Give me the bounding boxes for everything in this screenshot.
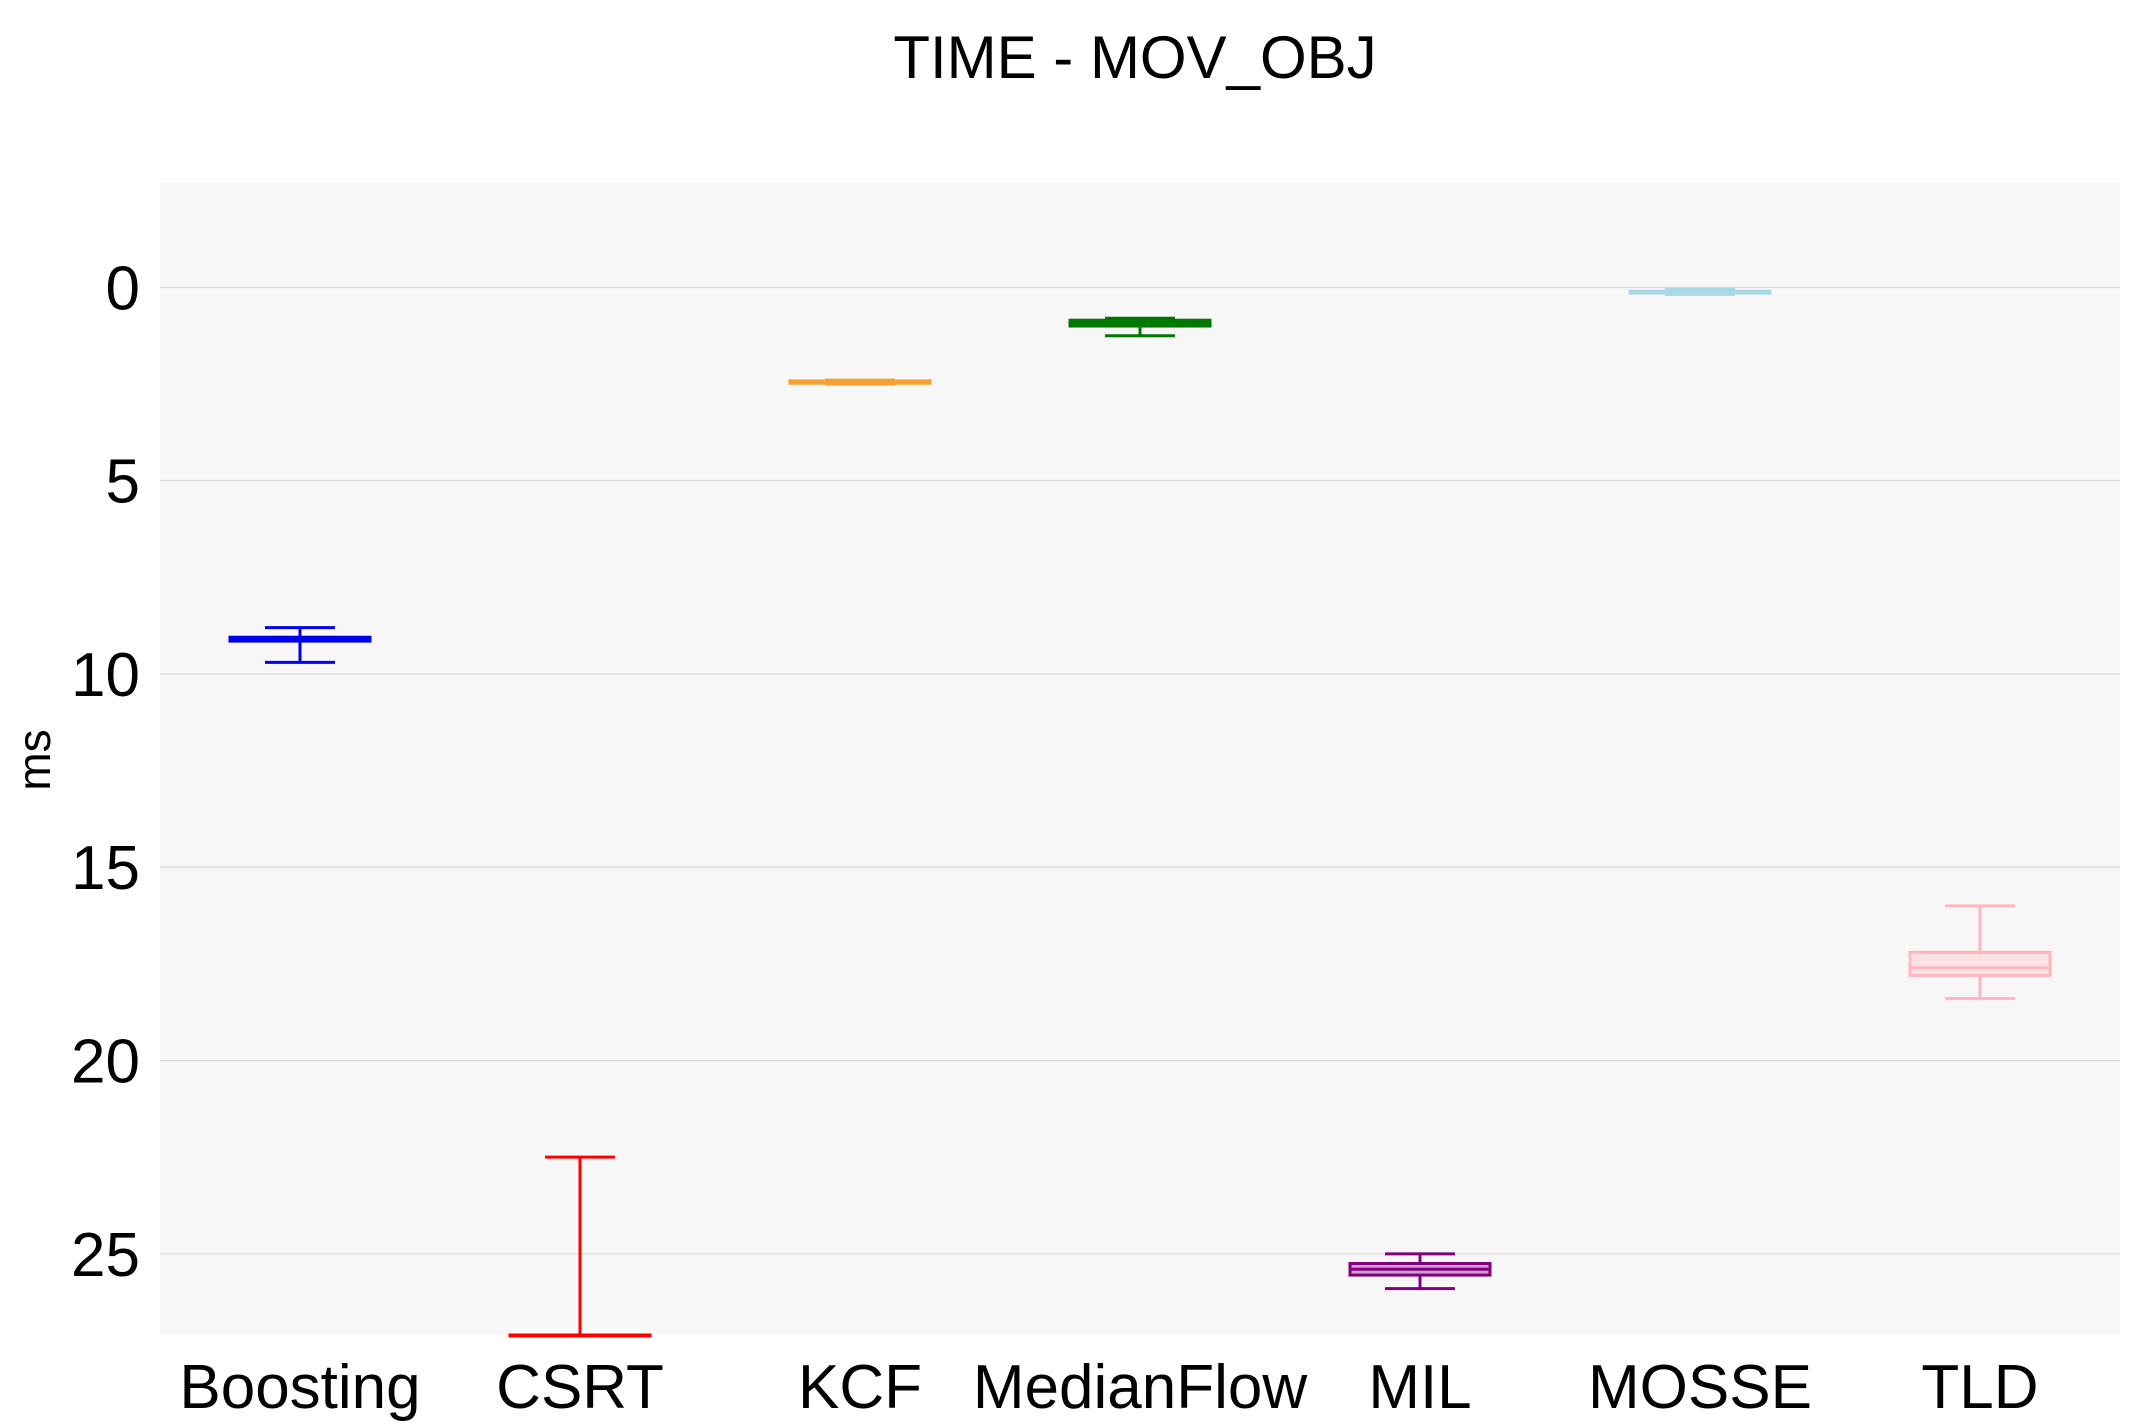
- y-tick-labels: 0 5 10 15 20 25: [71, 254, 140, 1289]
- y-tick-label: 15: [71, 834, 140, 903]
- box-mosse: [1628, 287, 1772, 296]
- x-tick-label: CSRT: [496, 1353, 664, 1422]
- box-iqr: [1908, 950, 2052, 977]
- plot-background: [160, 183, 2120, 1335]
- x-tick-label: MOSSE: [1588, 1353, 1812, 1422]
- box-mil: [1348, 1252, 1492, 1291]
- box-kcf: [788, 378, 932, 386]
- y-axis-label: ms: [8, 729, 60, 790]
- box-tld: [1908, 904, 2052, 1001]
- y-tick-label: 10: [71, 641, 140, 710]
- y-tick-label: 0: [106, 254, 140, 323]
- x-tick-label: TLD: [1921, 1353, 2038, 1422]
- y-tick-label: 5: [106, 448, 140, 517]
- box-csrt: [508, 1155, 652, 1338]
- box-boosting: [228, 626, 372, 664]
- grid-layer: [160, 286, 2120, 1255]
- y-tick-label: 20: [71, 1028, 140, 1097]
- box-medianflow: [1068, 316, 1212, 338]
- chart-title: TIME - MOV_OBJ: [893, 24, 1376, 91]
- x-tick-label: MIL: [1368, 1353, 1471, 1422]
- x-tick-label: KCF: [798, 1353, 922, 1422]
- boxes-layer: [228, 287, 2052, 1338]
- y-tick-label: 25: [71, 1221, 140, 1290]
- x-tick-labels: Boosting CSRT KCF MedianFlow MIL MOSSE TLD: [179, 1353, 2038, 1422]
- x-tick-label: Boosting: [179, 1353, 420, 1422]
- x-tick-label: MedianFlow: [973, 1353, 1307, 1422]
